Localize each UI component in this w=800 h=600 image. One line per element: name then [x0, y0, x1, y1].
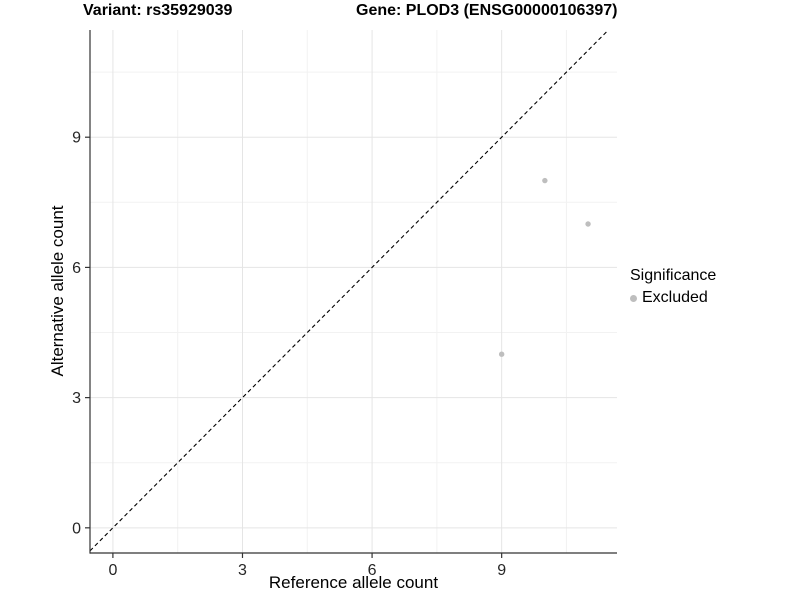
svg-text:3: 3 — [238, 562, 247, 579]
legend: Significance Excluded — [630, 267, 716, 307]
svg-text:9: 9 — [497, 562, 506, 579]
excluded-point-icon — [630, 294, 637, 302]
svg-text:0: 0 — [108, 562, 117, 579]
y-axis-title: Alternative allele count — [48, 205, 67, 377]
svg-text:6: 6 — [368, 562, 377, 579]
plot-title-gene: Gene: PLOD3 (ENSG00000106397) — [356, 2, 618, 19]
legend-item-excluded: Excluded — [630, 289, 716, 307]
svg-text:6: 6 — [72, 260, 81, 277]
x-axis-title: Reference allele count — [268, 573, 439, 592]
svg-text:3: 3 — [72, 390, 81, 407]
legend-item-label: Excluded — [642, 289, 708, 306]
legend-title: Significance — [630, 267, 717, 284]
svg-text:9: 9 — [72, 130, 81, 147]
svg-text:0: 0 — [72, 520, 81, 537]
plot-title-variant: Variant: rs35929039 — [83, 2, 233, 19]
